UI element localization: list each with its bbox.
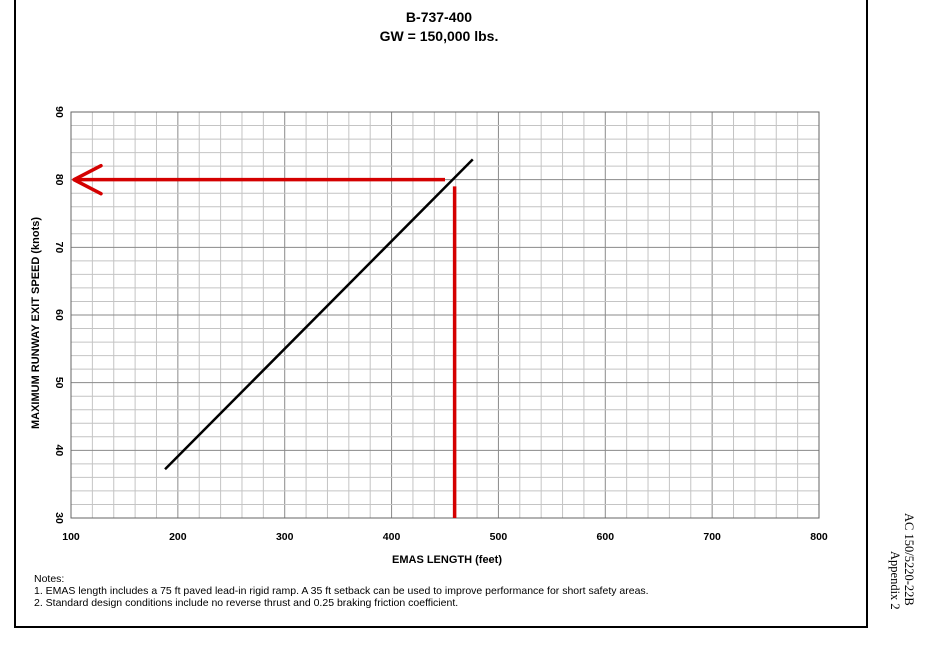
note-2: 2. Standard design conditions include no… <box>34 597 459 609</box>
plot-border <box>70 111 820 519</box>
x-tick-label: 700 <box>703 531 721 543</box>
chart-title: B-737-400 <box>405 9 473 25</box>
note-1: 1. EMAS length includes a 75 ft paved le… <box>34 585 649 597</box>
y-tick-label: 30 <box>53 512 65 524</box>
notes-heading: Notes: <box>34 573 65 585</box>
page-frame <box>14 0 868 628</box>
x-tick-label: 500 <box>490 531 508 543</box>
x-tick-label: 100 <box>62 531 80 543</box>
annotation-layer <box>72 163 457 518</box>
x-tick-label: 400 <box>383 531 401 543</box>
x-tick-label: 300 <box>276 531 294 543</box>
x-tick-labels: 100 200 300 400 500 600 700 800 <box>62 531 828 543</box>
x-tick-label: 200 <box>169 531 187 543</box>
y-tick-label: 70 <box>53 241 65 253</box>
x-tick-label: 600 <box>597 531 615 543</box>
reference-arrow-head <box>72 163 103 196</box>
y-tick-label: 40 <box>53 444 65 456</box>
grid <box>70 111 820 519</box>
y-axis-label: MAXIMUM RUNWAY EXIT SPEED (knots) <box>30 217 42 429</box>
y-tick-labels: 30 40 50 60 70 80 90 <box>53 106 65 524</box>
y-tick-label: 80 <box>53 174 65 186</box>
y-tick-label: 90 <box>53 106 65 118</box>
x-tick-label: 800 <box>810 531 828 543</box>
series-layer <box>164 158 474 471</box>
x-axis-label: EMAS LENGTH (feet) <box>392 554 502 566</box>
side-appendix-label: Appendix 2 <box>888 551 902 610</box>
y-tick-label: 60 <box>53 309 65 321</box>
series-line <box>164 158 474 471</box>
y-tick-label: 50 <box>53 377 65 389</box>
side-document-number: AC 150/5220-22B <box>902 513 916 606</box>
chart-subtitle: GW = 150,000 lbs. <box>379 28 499 44</box>
